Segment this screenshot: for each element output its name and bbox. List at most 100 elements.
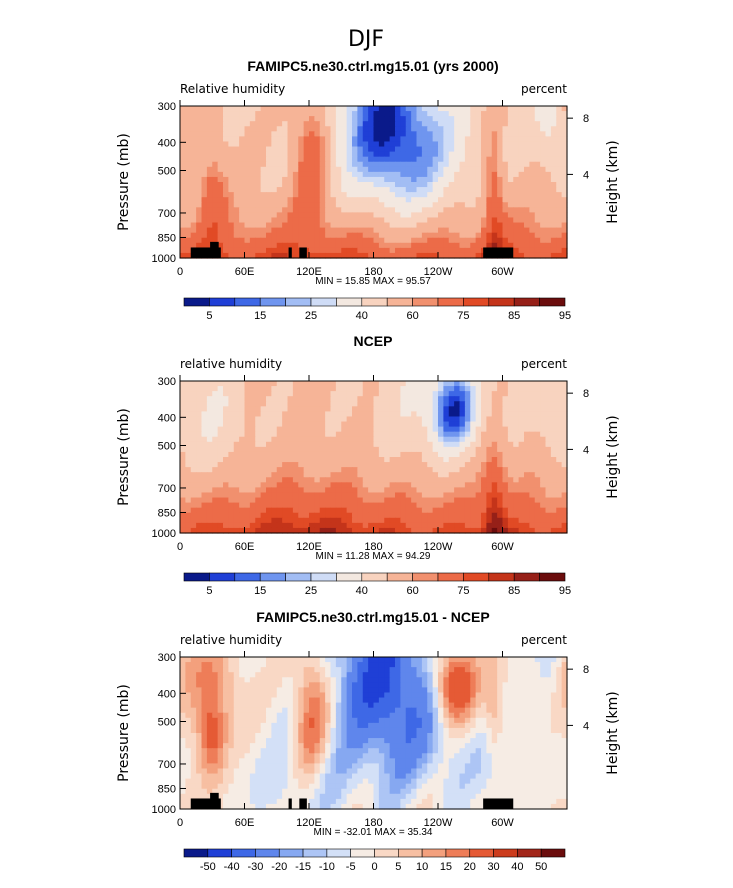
heatmap-cell xyxy=(352,391,358,397)
heatmap-cell xyxy=(206,151,213,158)
heatmap-cell xyxy=(271,217,278,224)
heatmap-cell xyxy=(518,687,525,694)
heatmap-cell xyxy=(352,156,358,163)
heatmap-cell xyxy=(378,657,385,663)
heatmap-cell xyxy=(314,467,321,473)
heatmap-cell xyxy=(427,426,434,433)
heatmap-cell xyxy=(266,416,272,423)
heatmap-cell xyxy=(373,202,380,208)
heatmap-cell xyxy=(228,512,235,519)
heatmap-cell xyxy=(389,477,396,483)
heatmap-cell xyxy=(325,507,332,514)
heatmap-cell xyxy=(491,166,498,173)
heatmap-cell xyxy=(314,462,321,468)
heatmap-cell xyxy=(550,212,557,219)
heatmap-cell xyxy=(373,166,380,173)
heatmap-cell xyxy=(561,406,568,412)
heatmap-cell xyxy=(190,406,197,412)
heatmap-cell xyxy=(335,156,342,163)
heatmap-cell xyxy=(217,151,224,158)
heatmap-cell xyxy=(206,166,213,173)
heatmap-cell xyxy=(486,512,493,519)
heatmap-cell xyxy=(196,166,203,173)
heatmap-cell xyxy=(405,662,412,668)
heatmap-cell xyxy=(201,527,208,534)
heatmap-cell xyxy=(362,161,369,168)
heatmap-cell xyxy=(276,386,283,392)
heatmap-cell xyxy=(481,406,487,412)
heatmap-cell xyxy=(378,467,385,473)
heatmap-cell xyxy=(206,192,213,198)
heatmap-cell xyxy=(502,406,509,412)
heatmap-cell xyxy=(529,492,536,499)
heatmap-cell xyxy=(470,396,477,402)
heatmap-cell xyxy=(309,512,315,519)
heatmap-cell xyxy=(314,111,321,117)
heatmap-cell xyxy=(524,517,530,524)
heatmap-cell xyxy=(540,522,547,529)
heatmap-cell xyxy=(357,391,364,397)
heatmap-cell xyxy=(314,692,321,699)
heatmap-cell xyxy=(502,197,509,203)
heatmap-cell xyxy=(524,242,530,249)
heatmap-cell xyxy=(405,517,412,524)
heatmap-cell xyxy=(518,111,525,117)
heatmap-cell xyxy=(443,472,450,478)
heatmap-cell xyxy=(513,662,520,668)
heatmap-cell xyxy=(400,667,407,673)
heatmap-cell xyxy=(228,492,235,499)
heatmap-cell xyxy=(443,436,450,443)
heatmap-cell xyxy=(405,451,412,458)
heatmap-cell xyxy=(309,146,315,153)
heatmap-cell xyxy=(330,106,337,112)
heatmap-cell xyxy=(545,141,552,148)
heatmap-cell xyxy=(233,116,240,122)
heatmap-cell xyxy=(319,502,326,509)
heatmap-cell xyxy=(217,391,224,397)
heatmap-cell xyxy=(513,242,520,249)
heatmap-cell xyxy=(223,217,229,224)
heatmap-cell xyxy=(201,517,208,524)
heatmap-cell xyxy=(395,247,401,254)
heatmap-cell xyxy=(513,426,520,433)
heatmap-cell xyxy=(550,667,557,673)
heatmap-cell xyxy=(287,111,294,117)
heatmap-cell xyxy=(507,451,514,458)
heatmap-cell xyxy=(561,462,568,468)
heatmap-cell xyxy=(421,396,428,402)
heatmap-cell xyxy=(228,507,235,514)
heatmap-cell xyxy=(389,682,396,688)
heatmap-cell xyxy=(266,131,272,137)
heatmap-cell xyxy=(255,522,262,529)
heatmap-cell xyxy=(201,182,208,188)
heatmap-cell xyxy=(518,657,525,663)
heatmap-cell xyxy=(550,436,557,443)
heatmap-cell xyxy=(389,222,396,229)
heatmap-cell xyxy=(443,136,450,143)
heatmap-cell xyxy=(180,512,186,519)
heatmap-cell xyxy=(389,207,396,213)
heatmap-cell xyxy=(448,446,455,453)
heatmap-cell xyxy=(309,497,315,504)
heatmap-cell xyxy=(459,156,466,163)
heatmap-cell xyxy=(223,247,229,254)
heatmap-cell xyxy=(491,156,498,163)
heatmap-cell xyxy=(534,242,541,249)
heatmap-cell xyxy=(228,436,235,443)
heatmap-cell xyxy=(206,687,213,694)
heatmap-cell xyxy=(255,436,262,443)
heatmap-cell xyxy=(507,672,514,678)
heatmap-cell xyxy=(481,477,487,483)
heatmap-cell xyxy=(378,527,385,534)
heatmap-cell xyxy=(540,677,547,683)
heatmap-cell xyxy=(239,426,246,433)
heatmap-cell xyxy=(330,687,337,694)
heatmap-cell xyxy=(475,462,482,468)
heatmap-cell xyxy=(228,502,235,509)
heatmap-cell xyxy=(400,121,407,127)
heatmap-cell xyxy=(497,482,504,488)
heatmap-cell xyxy=(249,166,256,173)
heatmap-cell xyxy=(529,222,536,229)
heatmap-cell xyxy=(352,171,358,178)
heatmap-cell xyxy=(260,677,267,683)
